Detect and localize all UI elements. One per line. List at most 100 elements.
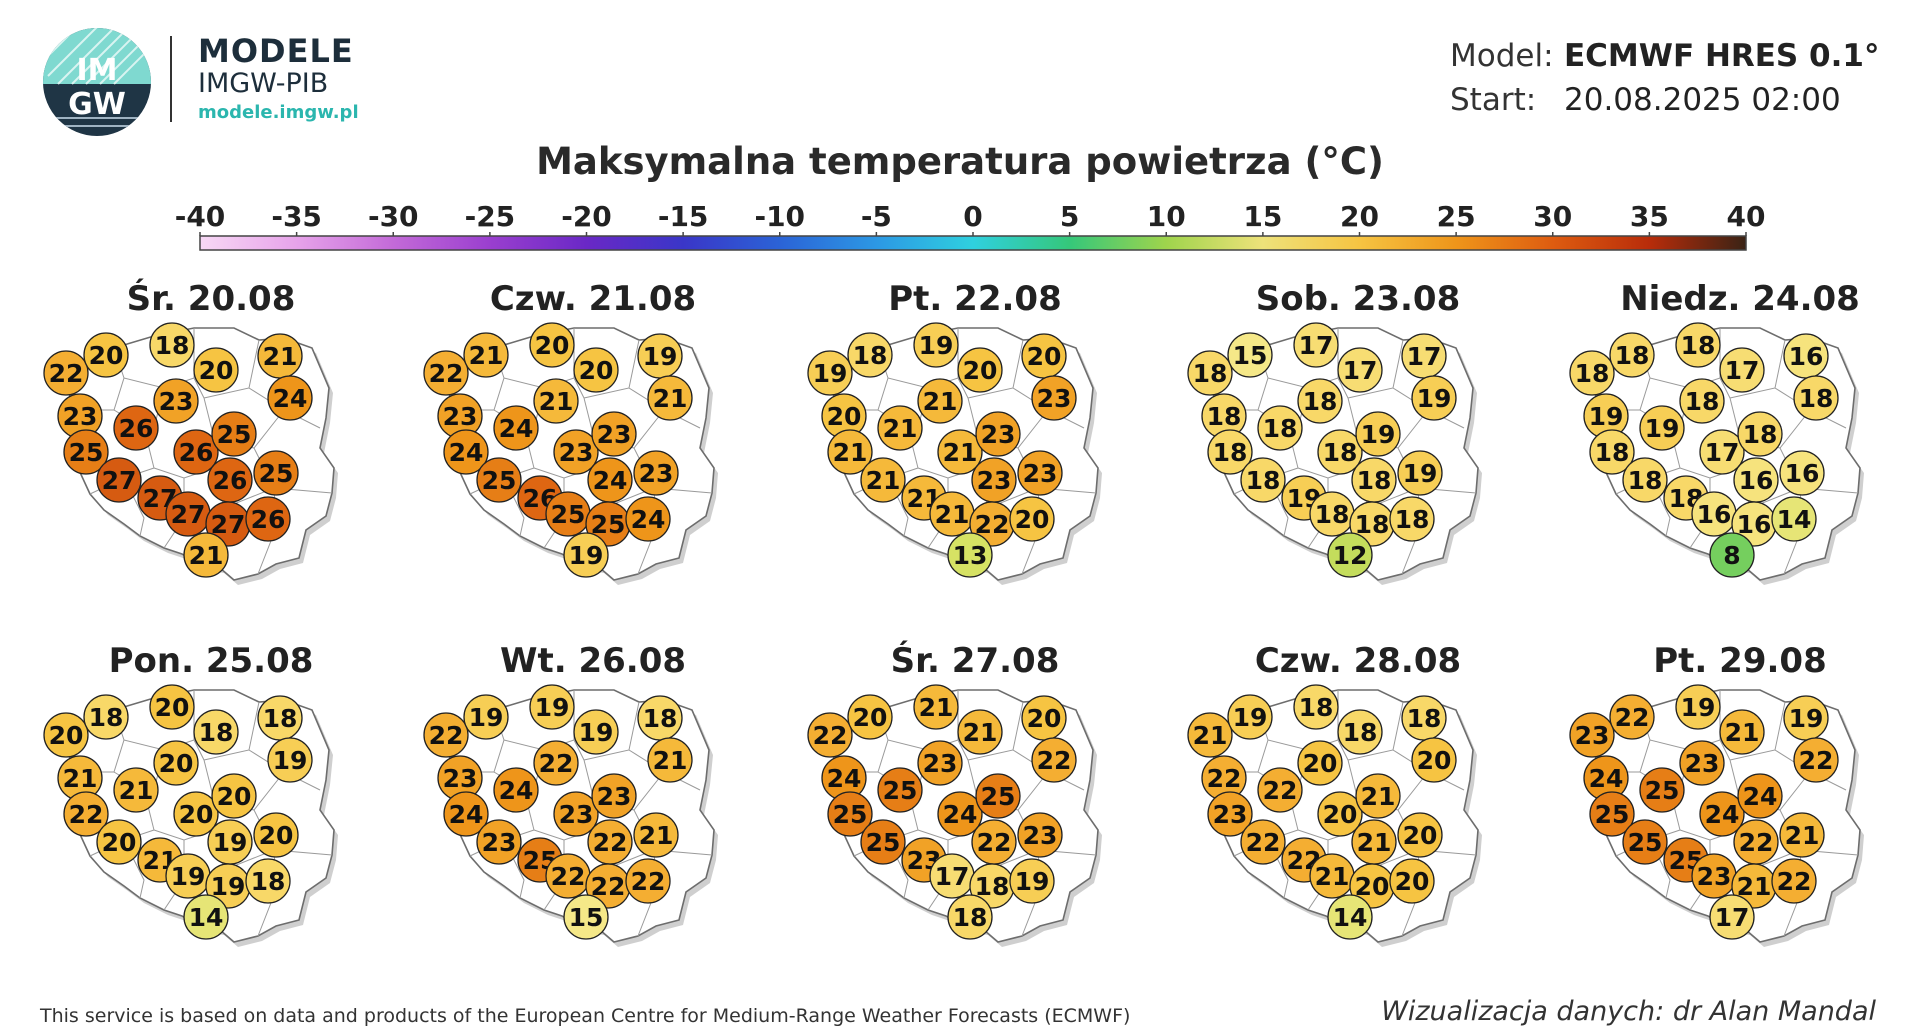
temp-marker [947, 532, 993, 578]
temp-value: 19 [1403, 459, 1438, 488]
temp-value: 20 [259, 821, 294, 850]
temp-value: 21 [1785, 821, 1820, 850]
temp-marker [443, 791, 489, 837]
logo-text-top: IM [76, 53, 117, 88]
temp-marker [1411, 375, 1457, 421]
temp-marker [1569, 350, 1615, 396]
temp-marker [563, 894, 609, 940]
temp-value: 22 [1777, 867, 1812, 896]
temp-marker [1793, 375, 1839, 421]
temp-marker [917, 378, 963, 424]
brand-divider [170, 36, 172, 122]
temp-marker [1389, 858, 1435, 904]
temp-marker [1609, 332, 1655, 378]
temp-value: 18 [1193, 359, 1228, 388]
brand-name: MODELE [198, 32, 354, 70]
temp-value: 19 [1361, 420, 1396, 449]
temp-value: 25 [833, 800, 868, 829]
temp-value: 19 [1681, 693, 1716, 722]
temp-value: 21 [653, 746, 688, 775]
colorbar-tick-label: 40 [1727, 200, 1766, 233]
temp-value: 21 [935, 500, 970, 529]
temp-marker [1327, 894, 1373, 940]
temp-value: 19 [1789, 704, 1824, 733]
temp-marker [975, 411, 1021, 457]
temp-value: 20 [217, 782, 252, 811]
temp-value: 22 [1263, 776, 1298, 805]
temp-marker [1771, 496, 1817, 542]
map-title: Maksymalna temperatura powietrza (°C) [536, 140, 1384, 183]
temp-marker [1297, 740, 1343, 786]
temp-value: 19 [1233, 703, 1268, 732]
temp-value: 26 [119, 414, 154, 443]
temp-value: 18 [155, 331, 190, 360]
temp-value: 21 [833, 438, 868, 467]
temp-value: 23 [1685, 749, 1720, 778]
temp-marker [1317, 429, 1363, 475]
temp-value: 19 [919, 331, 954, 360]
temp-marker [443, 429, 489, 475]
colorbar-tick-label: -15 [658, 200, 709, 233]
temp-value: 17 [935, 862, 970, 891]
temp-value: 25 [981, 782, 1016, 811]
temp-marker [1227, 332, 1273, 378]
temp-value: 19 [569, 541, 604, 570]
temp-value: 19 [469, 703, 504, 732]
temp-marker [493, 767, 539, 813]
temp-value: 17 [1715, 903, 1750, 932]
temp-marker [1719, 347, 1765, 393]
temp-value: 23 [1213, 800, 1248, 829]
temp-marker [625, 858, 671, 904]
temp-value: 23 [63, 402, 98, 431]
temp-value: 24 [449, 800, 484, 829]
temp-marker [1675, 684, 1721, 730]
temp-value: 21 [919, 693, 954, 722]
temp-marker [193, 347, 239, 393]
temp-value: 27 [102, 466, 137, 495]
temp-value: 20 [827, 402, 862, 431]
temp-value: 22 [1207, 764, 1242, 793]
temp-value: 19 [211, 872, 246, 901]
temp-marker [1240, 819, 1286, 865]
temp-value: 18 [1343, 718, 1378, 747]
temp-marker [1609, 694, 1655, 740]
temp-value: 18 [89, 703, 124, 732]
temp-value: 23 [159, 387, 194, 416]
temp-marker [211, 411, 257, 457]
temp-value: 18 [1263, 414, 1298, 443]
temp-value: 22 [593, 828, 628, 857]
temp-marker [1017, 812, 1063, 858]
temp-marker [529, 684, 575, 730]
temp-marker [1737, 411, 1783, 457]
temp-value: 27 [171, 500, 206, 529]
temp-value: 16 [1737, 510, 1772, 539]
temp-value: 14 [189, 903, 224, 932]
temp-marker [1779, 812, 1825, 858]
temp-value: 15 [569, 903, 604, 932]
temp-value: 23 [482, 828, 517, 857]
temp-marker [1355, 773, 1401, 819]
start-value: 20.08.2025 02:00 [1564, 82, 1841, 118]
temp-value: 17 [1725, 356, 1760, 385]
temp-value: 22 [539, 749, 574, 778]
temp-marker [1257, 405, 1303, 451]
temp-value: 24 [273, 384, 308, 413]
temp-value: 18 [643, 704, 678, 733]
temp-value: 20 [89, 341, 124, 370]
temp-marker [591, 411, 637, 457]
temp-value: 22 [49, 359, 84, 388]
day-label: Czw. 21.08 [490, 279, 696, 319]
colorbar-tick-label: 25 [1437, 200, 1476, 233]
temp-marker [1355, 411, 1401, 457]
model-value: ECMWF HRES 0.1° [1564, 38, 1880, 74]
temp-marker [113, 767, 159, 813]
temp-value: 20 [155, 693, 190, 722]
colorbar-tick-label: 5 [1060, 200, 1079, 233]
temp-marker [183, 532, 229, 578]
temp-value: 15 [1233, 341, 1268, 370]
model-label: Model: [1450, 38, 1554, 74]
temp-value: 16 [1697, 500, 1732, 529]
colorbar-tick-label: 20 [1340, 200, 1379, 233]
temp-marker [245, 496, 291, 542]
temp-value: 21 [963, 718, 998, 747]
